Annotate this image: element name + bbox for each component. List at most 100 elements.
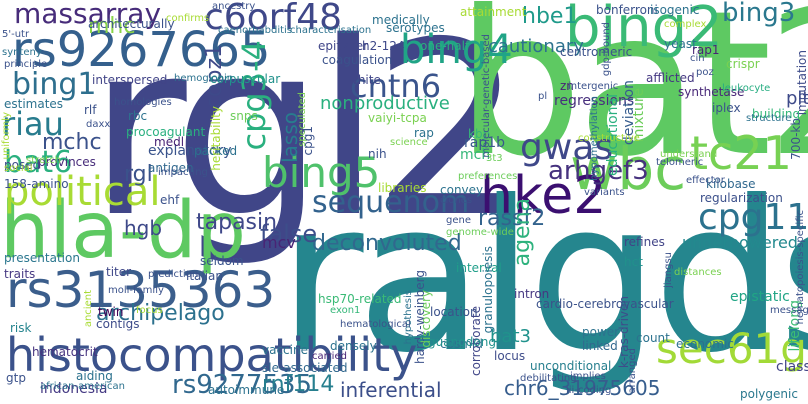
word: moli-family <box>108 285 164 296</box>
word: epityper <box>318 39 369 53</box>
word: medl <box>154 135 185 149</box>
word: packed <box>194 144 238 158</box>
word: rlf <box>84 103 97 117</box>
word: nonproductive <box>320 93 450 114</box>
word: guangdong <box>428 335 496 349</box>
word: location <box>430 305 478 319</box>
word: tapasin <box>196 210 278 235</box>
word: convey <box>440 183 484 197</box>
word: chr6_31975605 <box>504 376 661 400</box>
word: 700-kb <box>789 118 803 160</box>
word: count <box>636 331 670 345</box>
word: cardio-cerebrovascular <box>536 297 674 311</box>
word: exon1 <box>330 305 361 316</box>
word: daxx <box>86 119 111 130</box>
word: linked <box>582 339 618 353</box>
word: cpg3-4 <box>235 40 273 151</box>
word: gwas <box>520 127 614 168</box>
word: polygenic <box>740 387 798 401</box>
word: bat6 <box>4 145 73 180</box>
word: riau <box>2 105 64 143</box>
word: 5'-utr <box>2 29 30 40</box>
word: procoagulant <box>126 125 206 139</box>
word: effector <box>686 175 725 186</box>
word: estimates <box>4 97 64 111</box>
word: hemoglobin <box>174 73 234 84</box>
word: crispr <box>726 57 760 71</box>
word: understand <box>660 149 718 160</box>
word: complex <box>664 19 707 30</box>
word: jiangsu <box>663 252 674 288</box>
word: rgl2 <box>88 0 524 270</box>
word: arranged <box>627 348 638 394</box>
word: isogenic <box>650 3 700 17</box>
word: mhc <box>88 14 136 39</box>
word: granulopoiesis <box>481 246 495 334</box>
word: bing5 <box>262 148 381 197</box>
word: hypothesis <box>403 290 414 345</box>
word: carried <box>312 351 347 362</box>
word: presentation <box>4 251 80 265</box>
word: hla-dp <box>0 186 247 276</box>
word: african-american <box>40 381 125 392</box>
word: rs9277535 <box>172 370 313 400</box>
word: bing2 <box>565 0 723 60</box>
word: telomeric <box>656 157 704 168</box>
word: explanatory <box>148 143 232 159</box>
word: regressions <box>554 93 635 109</box>
word: intergenic <box>568 81 619 92</box>
word: underpowered <box>682 233 798 252</box>
word: gtp <box>6 371 26 385</box>
word: indonesia <box>40 381 108 397</box>
word: afflicted <box>646 71 695 85</box>
word: massarray <box>14 0 162 30</box>
word: poz <box>696 67 714 78</box>
word: agena <box>510 198 535 267</box>
word: histocompatibility <box>6 328 418 382</box>
word: heritability <box>209 106 223 171</box>
word: uniformly <box>1 112 12 160</box>
word: synthetase <box>678 85 745 99</box>
word: kbp <box>468 127 491 141</box>
word: structure <box>746 113 792 124</box>
word: prediction <box>148 269 199 280</box>
word: aiding <box>76 369 113 383</box>
word: risk <box>10 321 32 335</box>
word: caenorhabditis <box>218 25 293 36</box>
word: hgb <box>124 216 163 240</box>
word: hematopoiesis-specific <box>795 210 806 325</box>
word: italian <box>186 269 224 283</box>
word: rap1b <box>464 135 506 151</box>
word: autoimmune <box>208 383 285 397</box>
word: focus <box>136 305 163 316</box>
word: contigs <box>96 317 140 331</box>
word: rbc <box>128 109 148 123</box>
word: impacting <box>158 167 208 178</box>
word: densely <box>330 339 377 353</box>
word: cpg11 <box>698 197 808 238</box>
word: distances <box>674 267 722 278</box>
word: unconditional <box>530 359 612 373</box>
word: bat3 <box>490 326 531 347</box>
word: science <box>390 137 428 148</box>
word: hbe1 <box>522 4 578 29</box>
word: preferences <box>458 171 518 182</box>
word: 3t3 <box>486 153 503 164</box>
word: iplex <box>712 101 741 115</box>
word: architecturally <box>88 17 175 31</box>
word: sec61g <box>656 324 807 373</box>
word: traits <box>4 267 36 281</box>
word: cautionary <box>488 36 584 57</box>
word: vaccine <box>262 343 308 357</box>
word: implies <box>570 371 606 382</box>
word: clones <box>440 195 473 206</box>
word: refines <box>624 235 665 249</box>
word: wbc <box>570 135 687 203</box>
word: arhgef3 <box>548 156 649 186</box>
word: mcv <box>262 233 296 252</box>
word: medically <box>372 13 430 27</box>
word: variants <box>584 187 625 198</box>
word: class <box>776 359 808 375</box>
word: coagulation <box>322 53 393 67</box>
word: yeast <box>664 37 697 51</box>
